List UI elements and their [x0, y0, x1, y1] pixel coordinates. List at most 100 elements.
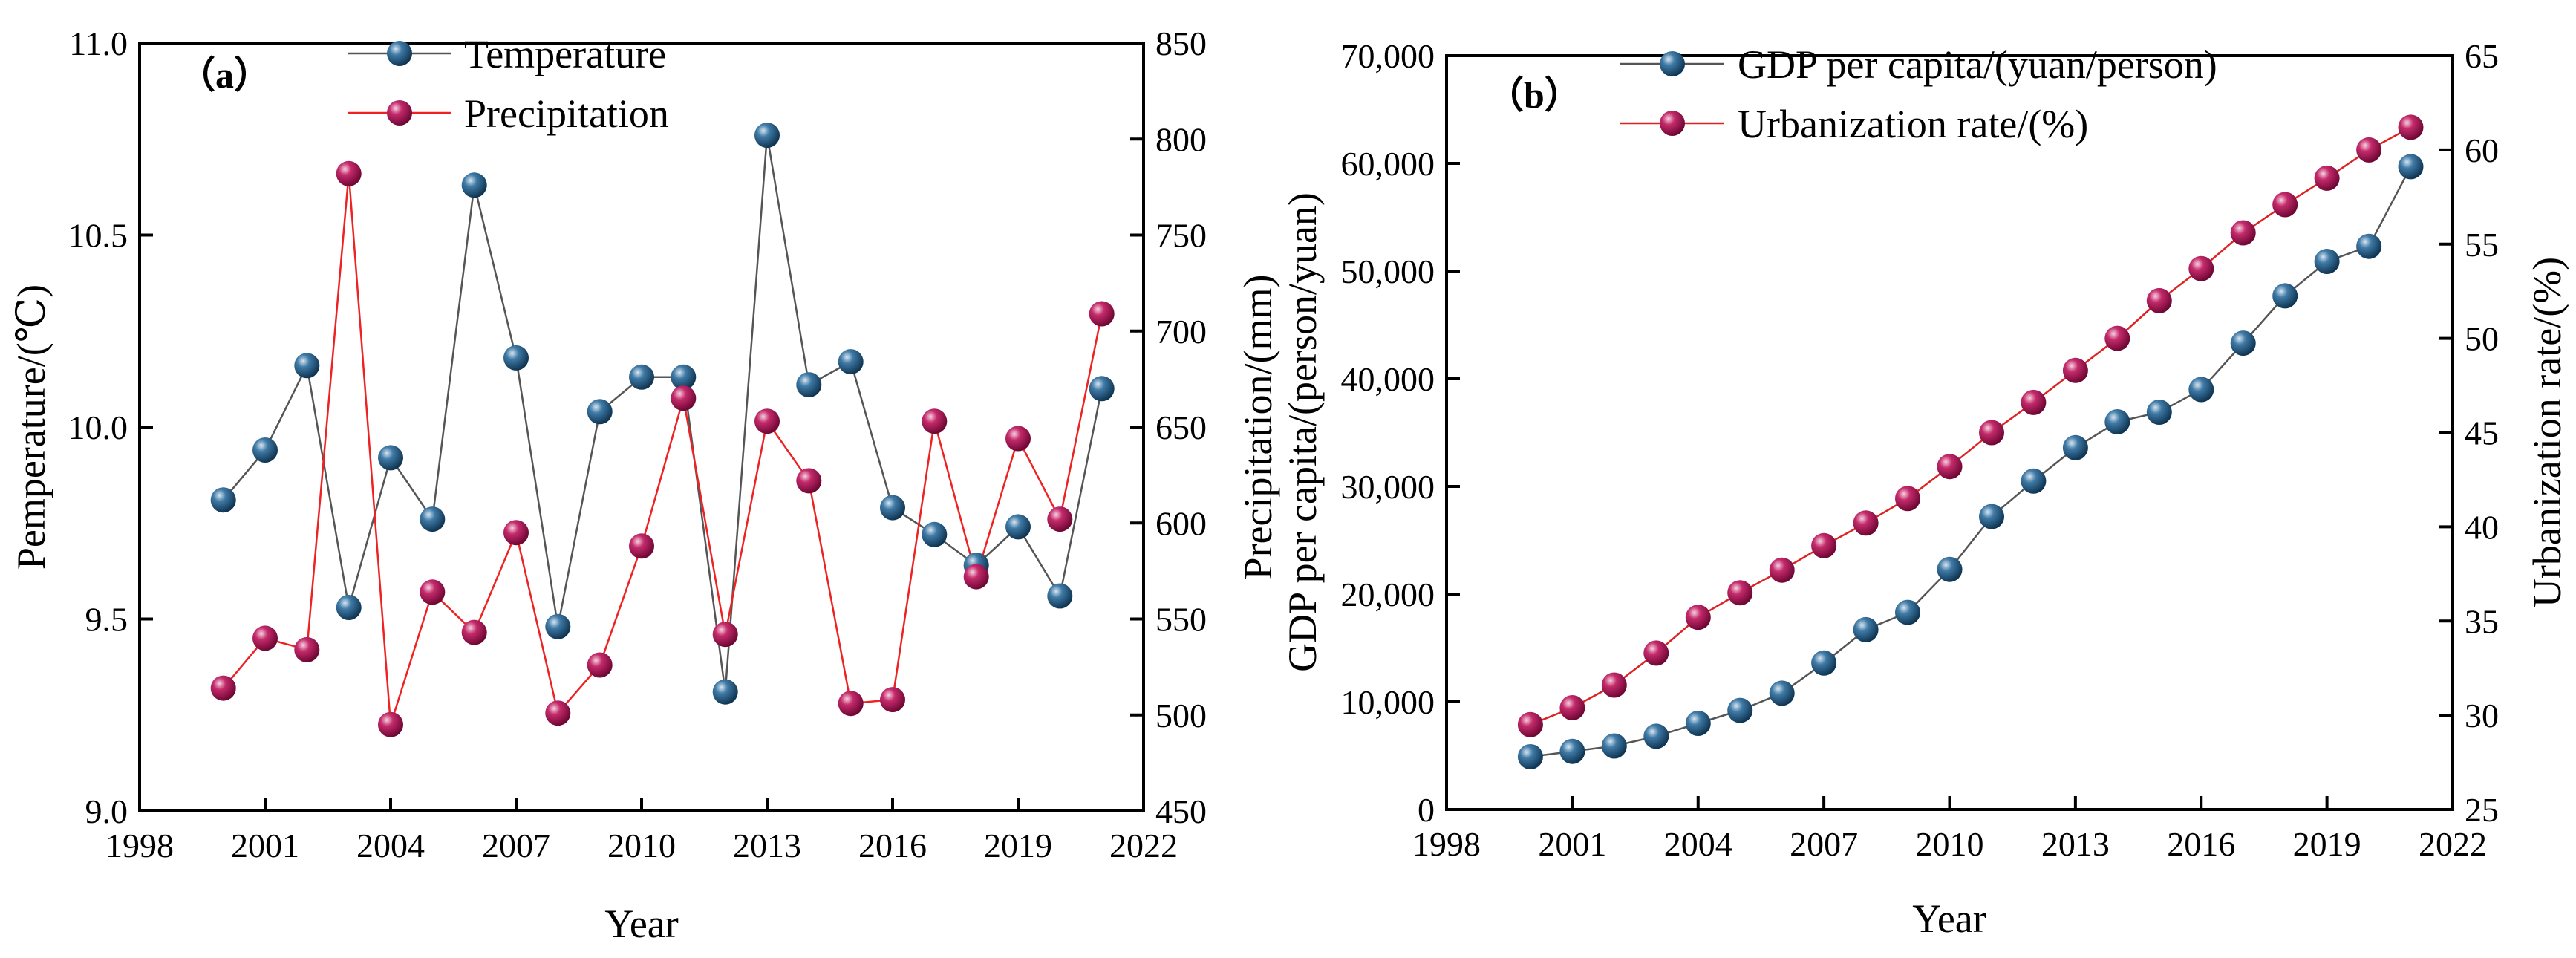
- gdp-point-2006: [1769, 680, 1795, 706]
- panel-a-plot-frame: [138, 42, 1145, 812]
- temperature-point-2010: [629, 364, 654, 390]
- urbanization-point-2007: [1811, 532, 1837, 558]
- gdp-point-2017: [2230, 330, 2256, 356]
- temperature-point-2013: [754, 123, 780, 149]
- panel-b-label: （b）: [1487, 74, 1582, 116]
- panel-b-y2-tick-label: 65: [2465, 37, 2499, 75]
- panel-b: 1998 2001 2004 2007 2010 2013 2016 2019 2022 0 10,…: [1280, 37, 2569, 941]
- legend-precipitation-text: Precipitation: [464, 91, 669, 136]
- urbanization-point-2018: [2272, 192, 2298, 218]
- temperature-point-2019: [1005, 514, 1031, 540]
- gdp-point-2014: [2104, 409, 2130, 434]
- legend-temperature-text: Temperature: [464, 32, 666, 76]
- urbanization-point-2012: [2021, 389, 2047, 415]
- precipitation-point-2019: [1005, 426, 1031, 452]
- gdp-point-2007: [1811, 650, 1837, 676]
- urbanization-point-2021: [2398, 114, 2424, 140]
- panel-b-x-axis-title: Year: [1912, 896, 1986, 941]
- precipitation-point-2014: [796, 468, 822, 494]
- panel-a-y-tick-label: 11.0: [69, 25, 128, 62]
- precipitation-point-2010: [629, 533, 654, 559]
- panel-b-x-tick-label: 2019: [2293, 825, 2361, 863]
- gdp-point-2016: [2188, 377, 2214, 403]
- urbanization-point-2014: [2104, 325, 2130, 351]
- temperature-point-2016: [880, 495, 905, 521]
- panel-b-x-tick-label: 2022: [2419, 825, 2487, 863]
- panel-b-y-tick-label: 30,000: [1341, 468, 1435, 506]
- panel-a-x-tick-label: 2013: [733, 827, 801, 864]
- temperature-point-2007: [503, 345, 529, 371]
- panel-b-x-tick-label: 2016: [2167, 825, 2235, 863]
- panel-a-y2-tick-label: 850: [1155, 25, 1207, 62]
- urbanization-point-2009: [1895, 486, 1920, 512]
- urbanization-point-2016: [2188, 255, 2214, 281]
- panel-b-y-tick-label: 40,000: [1341, 360, 1435, 398]
- precipitation-point-2001: [252, 625, 278, 651]
- panel-b-x-tick-label: 1998: [1412, 825, 1481, 863]
- panel-a-x-tick-label: 1998: [105, 827, 174, 864]
- temperature-point-2000: [210, 487, 236, 513]
- panel-b-y2-tick-label: 40: [2465, 508, 2499, 546]
- urbanization-point-2019: [2314, 165, 2340, 191]
- temperature-point-2011: [671, 364, 697, 390]
- panel-b-y-tick-label: 70,000: [1341, 37, 1435, 75]
- precipitation-point-2021: [1089, 301, 1115, 327]
- panel-b-y2-tick-label: 55: [2465, 226, 2499, 264]
- panel-a-series-points: [210, 123, 1115, 737]
- temperature-point-2017: [922, 521, 948, 547]
- gdp-point-2000: [1517, 744, 1543, 769]
- precipitation-point-2007: [503, 520, 529, 546]
- temperature-point-2004: [378, 445, 403, 471]
- gdp-point-2015: [2146, 400, 2172, 425]
- panel-a-x-tick-label: 2016: [858, 827, 927, 864]
- panel-a-y2-tick-label: 450: [1155, 792, 1207, 830]
- panel-b-y2-tick-label: 30: [2465, 697, 2499, 734]
- urbanization-point-2001: [1559, 695, 1585, 720]
- temperature-series-line: [222, 134, 1103, 692]
- panel-a-y2-tick-label: 750: [1155, 217, 1207, 255]
- precipitation-point-2004: [378, 711, 403, 737]
- urbanization-point-2008: [1853, 510, 1879, 536]
- legend-gdp-text: GDP per capita/(yuan/person): [1738, 42, 2217, 87]
- panel-a-x-tick-label: 2001: [231, 827, 299, 864]
- panel-b-y-axis-title: GDP per capita/(person/yuan): [1280, 192, 1325, 672]
- panel-b-ticks: 1998 2001 2004 2007 2010 2013 2016 2019 2022 0 10,…: [1341, 37, 2500, 863]
- gdp-point-2009: [1895, 599, 1920, 625]
- precipitation-point-2009: [587, 652, 613, 678]
- temperature-point-2001: [252, 437, 278, 463]
- panel-a: 1998 2001 2004 2007 2010 2013 2016 2019 2022 9.0 9…: [9, 25, 1280, 946]
- precipitation-point-2008: [545, 700, 571, 726]
- panel-a-x-tick-label: 2019: [984, 827, 1052, 864]
- panel-a-y2-tick-label: 550: [1155, 601, 1207, 639]
- panel-b-y-tick-label: 10,000: [1341, 683, 1435, 721]
- panel-b-series-lines: [1530, 126, 2412, 758]
- panel-a-x-tick-label: 2007: [482, 827, 550, 864]
- gdp-point-2002: [1601, 733, 1627, 759]
- gdp-point-2018: [2272, 283, 2298, 309]
- panel-b-y2-tick-label: 45: [2465, 414, 2499, 452]
- panel-b-y2-tick-label: 35: [2465, 602, 2499, 640]
- urbanization-point-2004: [1685, 605, 1711, 630]
- panel-b-x-tick-label: 2013: [2041, 825, 2110, 863]
- panel-b-y-tick-label: 0: [1418, 791, 1435, 829]
- panel-a-x-tick-label: 2010: [607, 827, 676, 864]
- temperature-point-2012: [712, 679, 738, 705]
- panel-b-y-tick-label: 20,000: [1341, 576, 1435, 613]
- gdp-point-2004: [1685, 711, 1711, 736]
- panel-a-y-tick-label: 10.5: [68, 217, 128, 255]
- panel-a-y2-tick-label: 500: [1155, 697, 1207, 734]
- panel-a-label: （a）: [178, 54, 271, 96]
- panel-a-y2-tick-label: 700: [1155, 313, 1207, 351]
- precipitation-point-2018: [963, 564, 989, 590]
- panel-a-x-tick-label: 2022: [1109, 827, 1178, 864]
- temperature-point-2002: [294, 353, 320, 379]
- urbanization-point-2013: [2062, 357, 2088, 383]
- precipitation-point-2006: [461, 619, 487, 645]
- panel-a-y2-axis-title: Precipitation/(mm): [1236, 275, 1280, 580]
- gdp-series-line: [1530, 166, 2412, 758]
- gdp-point-2010: [1937, 556, 1963, 582]
- panel-b-y-tick-label: 60,000: [1341, 145, 1435, 183]
- urbanization-point-2002: [1601, 672, 1627, 698]
- panel-b-y-tick-label: 50,000: [1341, 252, 1435, 290]
